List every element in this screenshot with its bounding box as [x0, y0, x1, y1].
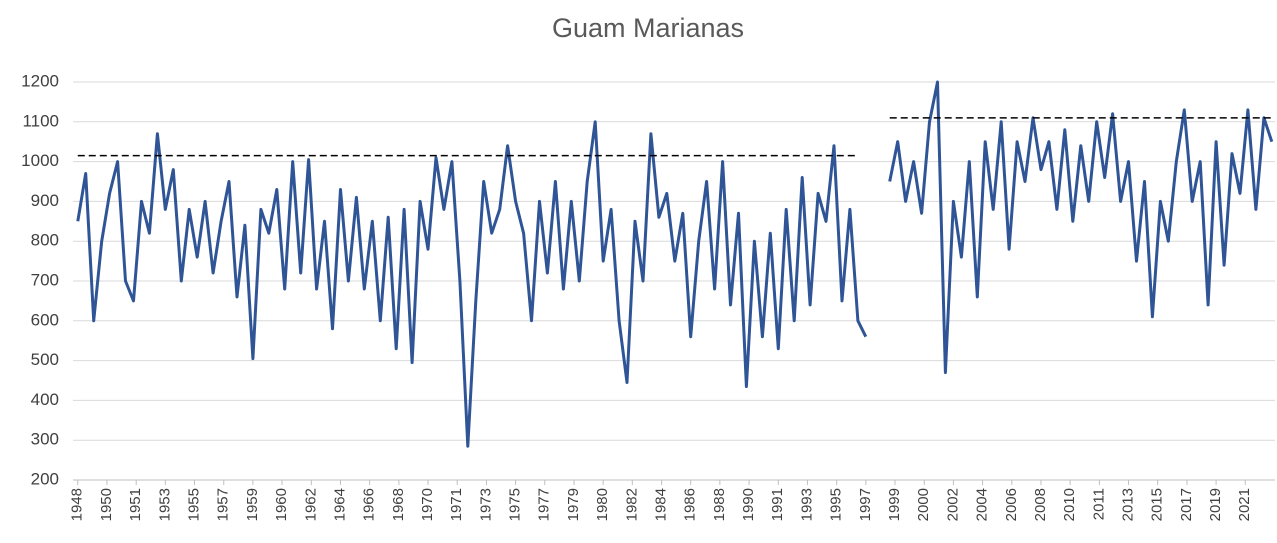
x-tick-label: 2008	[1032, 488, 1049, 521]
y-tick-label: 400	[31, 390, 59, 409]
x-tick-label: 2004	[974, 488, 991, 521]
chart-title: Guam Marianas	[552, 13, 744, 43]
x-tick-label: 1953	[156, 488, 173, 521]
x-tick-label: 1980	[594, 488, 611, 521]
y-tick-label: 900	[31, 191, 59, 210]
x-tick-label: 1960	[273, 488, 290, 521]
x-tick-label: 1964	[331, 488, 348, 521]
x-tick-label: 1966	[361, 488, 378, 521]
y-tick-label: 1200	[21, 71, 59, 90]
x-tick-label: 1997	[857, 488, 874, 521]
y-tick-label: 200	[31, 469, 59, 488]
x-tick-label: 2019	[1207, 488, 1224, 521]
x-tick-label: 1971	[448, 488, 465, 521]
x-tick-label: 1988	[711, 488, 728, 521]
x-tick-label: 1986	[682, 488, 699, 521]
y-tick-label: 1000	[21, 151, 59, 170]
x-tick-label: 2013	[1119, 488, 1136, 521]
x-tick-label: 1999	[886, 488, 903, 521]
x-tick-label: 2002	[944, 488, 961, 521]
x-tick-label: 2011	[1090, 488, 1107, 520]
x-tick-label: 1993	[798, 488, 815, 521]
x-tick-label: 1984	[653, 488, 670, 521]
x-tick-label: 2021	[1236, 488, 1253, 521]
x-tick-label: 1982	[623, 488, 640, 521]
x-tick-label: 1950	[98, 488, 115, 521]
y-tick-label: 300	[31, 430, 59, 449]
x-tick-label: 2006	[1003, 488, 1020, 521]
x-tick-label: 1991	[769, 488, 786, 521]
x-tick-label: 1959	[244, 488, 261, 521]
y-tick-label: 500	[31, 350, 59, 369]
x-tick-label: 1955	[185, 488, 202, 521]
y-tick-label: 700	[31, 270, 59, 289]
x-tick-label: 2000	[915, 488, 932, 521]
x-tick-label: 2017	[1178, 488, 1195, 521]
x-tick-label: 2010	[1061, 488, 1078, 521]
y-tick-label: 600	[31, 310, 59, 329]
x-tick-label: 1977	[536, 488, 553, 521]
line-series	[76, 80, 1274, 448]
x-tick-label: 1995	[828, 488, 845, 521]
x-tick-label: 1979	[565, 488, 582, 521]
x-tick-label: 1990	[740, 488, 757, 521]
x-tick-label: 1975	[507, 488, 524, 521]
x-tick-label: 1957	[215, 488, 232, 521]
x-tick-label: 1973	[477, 488, 494, 521]
x-tick-label: 2015	[1149, 488, 1166, 521]
y-tick-label: 800	[31, 231, 59, 250]
y-tick-label: 1100	[22, 111, 59, 130]
x-tick-label: 1962	[302, 488, 319, 521]
x-tick-label: 1970	[419, 488, 436, 521]
x-tick-label: 1968	[390, 488, 407, 521]
x-tick-label: 1951	[127, 488, 144, 521]
x-tick-label: 1948	[69, 488, 86, 521]
